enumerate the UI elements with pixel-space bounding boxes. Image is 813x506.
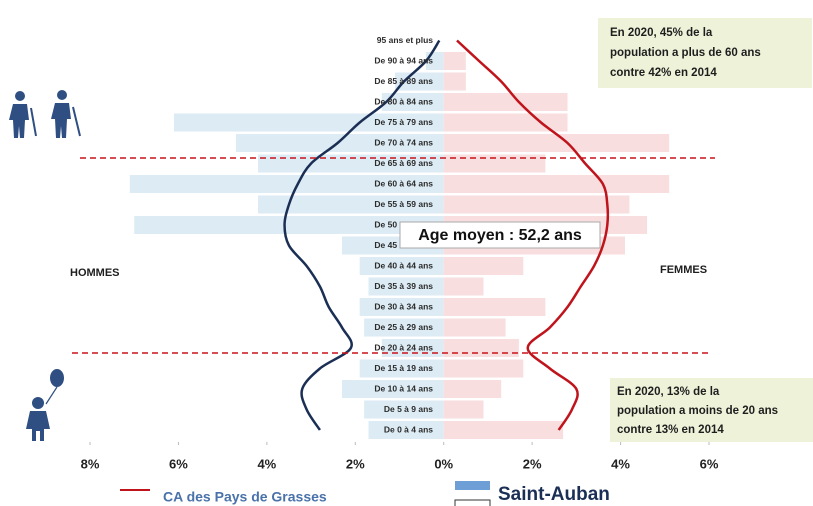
- bar-women: [443, 318, 506, 337]
- category-label: 95 ans et plus: [377, 35, 433, 45]
- bar-women: [443, 72, 466, 91]
- bar-women: [443, 154, 546, 173]
- mean-age-box: [399, 221, 601, 249]
- bar-men: [129, 175, 444, 193]
- bar-men: [368, 277, 444, 296]
- mean-age: Age moyen : 52,2 ans: [418, 227, 582, 244]
- category-label: De 65 à 69 ans: [374, 158, 433, 168]
- bar-women: [443, 298, 546, 316]
- note-line: contre 13% en 2014: [617, 424, 724, 436]
- note-line: En 2020, 13% de la: [617, 386, 720, 398]
- bars: [129, 52, 670, 439]
- legend-swatch: [455, 481, 490, 490]
- x-tick-label: 4%: [257, 456, 276, 471]
- x-tick-label: 4%: [611, 456, 630, 471]
- category-label: De 40 à 44 ans: [374, 260, 433, 270]
- category-label: De 35 à 39 ans: [374, 281, 433, 291]
- bar-women: [443, 359, 524, 378]
- bar-women: [443, 52, 466, 70]
- bar-men: [359, 257, 444, 275]
- child-icon: [26, 369, 64, 441]
- bar-men: [258, 195, 444, 214]
- bar-women: [443, 93, 568, 111]
- bar-women: [443, 175, 670, 193]
- bar-women: [443, 400, 484, 419]
- note-line: En 2020, 45% de la: [610, 27, 713, 39]
- category-label: De 70 à 74 ans: [374, 137, 433, 147]
- legend-label: CA des Pays de Grasses: [163, 489, 327, 505]
- lines: [283, 39, 610, 431]
- bar-men: [235, 134, 444, 152]
- bar-men: [134, 216, 444, 234]
- bar-women: [443, 339, 519, 357]
- bar-men: [258, 154, 444, 173]
- line-men: [283, 39, 441, 431]
- bar-men: [359, 359, 444, 378]
- women-label: FEMMES: [660, 264, 707, 276]
- x-tick-label: 6%: [169, 456, 188, 471]
- category-label: De 10 à 14 ans: [374, 383, 433, 393]
- bar-men: [381, 93, 444, 111]
- category-label: De 55 à 59 ans: [374, 199, 433, 209]
- category-label: De 15 à 19 ans: [374, 363, 433, 373]
- elderly-icon: [9, 90, 81, 138]
- legend-swatch-outline: [454, 499, 491, 506]
- note-line: population a plus de 60 ans: [610, 47, 761, 59]
- category-label: De 5 à 9 ans: [384, 404, 433, 414]
- bar-men: [368, 421, 444, 439]
- legend-label: Saint-Auban: [498, 484, 610, 505]
- category-label: De 25 à 29 ans: [374, 322, 433, 332]
- x-tick-label: 2%: [523, 456, 542, 471]
- note-line: contre 42% en 2014: [610, 67, 717, 79]
- bar-men: [364, 318, 444, 337]
- note-box: [598, 18, 812, 88]
- bar-women: [443, 257, 524, 275]
- category-label: De 30 à 34 ans: [374, 301, 433, 311]
- category-label: De 60 à 64 ans: [374, 178, 433, 188]
- category-label: De 0 à 4 ans: [384, 424, 433, 434]
- x-tick-label: 2%: [346, 456, 365, 471]
- bar-men: [342, 380, 444, 398]
- category-label: De 20 à 24 ans: [374, 342, 433, 352]
- bar-women: [443, 421, 564, 439]
- category-label: De 75 à 79 ans: [374, 117, 433, 127]
- x-tick-label: 6%: [700, 456, 719, 471]
- x-tick-label: 0%: [434, 456, 453, 471]
- bar-men: [359, 298, 444, 316]
- bar-men: [174, 113, 444, 132]
- note-line: population a moins de 20 ans: [617, 405, 778, 417]
- bar-women: [443, 277, 484, 296]
- category-label: De 90 à 94 ans: [374, 55, 433, 65]
- bar-women: [443, 195, 630, 214]
- category-label: De 80 à 84 ans: [374, 96, 433, 106]
- note-box: [610, 378, 813, 442]
- men-label: HOMMES: [70, 267, 120, 279]
- x-tick-label: 8%: [81, 456, 100, 471]
- bar-women: [443, 380, 502, 398]
- line-women: [456, 39, 610, 431]
- category-label: De 85 à 89 ans: [374, 76, 433, 86]
- bar-women: [443, 134, 670, 152]
- bar-men: [364, 400, 444, 419]
